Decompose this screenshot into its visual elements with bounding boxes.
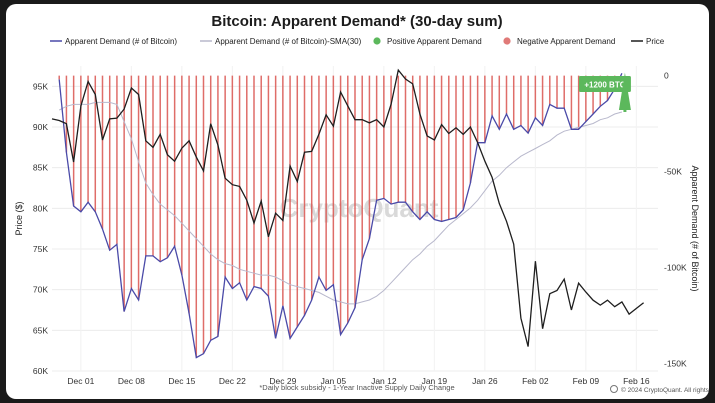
legend-item: Positive Apparent Demand [373, 37, 482, 46]
legend-item: Price [631, 37, 665, 46]
x-tick-label: Feb 16 [623, 376, 650, 386]
axes: 95K 90K 85K 80K 75K 70K 65K 60K 0 -50K -100K -150K D… [14, 71, 700, 386]
x-tick-label: Jan 12 [371, 376, 397, 386]
y-left-tick-label: 60K [33, 366, 48, 376]
y-left-tick-label: 65K [33, 325, 48, 335]
x-tick-label: Jan 19 [422, 376, 448, 386]
legend-label: Positive Apparent Demand [387, 37, 482, 46]
legend-label: Apparent Demand (# of Bitcoin)-SMA(30) [215, 37, 362, 46]
series-lines [51, 68, 645, 359]
y-left-tick-label: 95K [33, 81, 48, 91]
y-left-tick-label: 75K [33, 244, 48, 254]
y-right-tick-label: 0 [664, 71, 669, 81]
x-tick-label: Dec 22 [219, 376, 246, 386]
y-right-tick-label: -100K [664, 262, 687, 272]
chart-title: Bitcoin: Apparent Demand* (30-day sum) [211, 13, 502, 30]
y-left-tick-label: 85K [33, 163, 48, 173]
legend-item: Negative Apparent Demand [503, 37, 615, 46]
credit: © 2024 CryptoQuant. All rights reserved. [610, 385, 709, 394]
chart-svg: Bitcoin: Apparent Demand* (30-day sum) A… [14, 13, 709, 394]
footnote: *Daily block subsidy - 1-Year Inactive S… [259, 383, 454, 392]
y-right-axis-label: Apparent Demand (# of Bitcoin) [690, 165, 700, 291]
legend-label: Apparent Demand (# of Bitcoin) [65, 37, 177, 46]
x-tick-label: Feb 09 [573, 376, 600, 386]
legend-label: Negative Apparent Demand [517, 37, 615, 46]
annotation: +1200 BTC [578, 72, 631, 112]
negative-demand-bars [58, 75, 616, 358]
y-left-tick-label: 90K [33, 122, 48, 132]
y-right-tick-label: -150K [664, 358, 687, 368]
sma-line [58, 101, 623, 305]
legend-item: Apparent Demand (# of Bitcoin) [50, 37, 177, 46]
x-tick-label: Feb 02 [522, 376, 549, 386]
x-tick-label: Dec 29 [269, 376, 296, 386]
credit-logo-icon [610, 385, 618, 393]
legend-dot-swatch [373, 37, 381, 45]
legend-item: Apparent Demand (# of Bitcoin)-SMA(30) [200, 37, 362, 46]
x-tick-label: Dec 08 [118, 376, 145, 386]
legend-label: Price [646, 37, 665, 46]
x-tick-label: Dec 01 [67, 376, 94, 386]
y-left-tick-label: 70K [33, 285, 48, 295]
x-tick-label: Dec 15 [168, 376, 195, 386]
y-left-axis-label: Price ($) [14, 201, 24, 235]
chart-card: Bitcoin: Apparent Demand* (30-day sum) A… [6, 4, 709, 399]
x-tick-label: Jan 26 [472, 376, 498, 386]
legend: Apparent Demand (# of Bitcoin) Apparent D… [50, 37, 665, 46]
annotation-arrow-icon [618, 72, 631, 110]
watermark: CryptoQuant [280, 193, 439, 223]
legend-dot-swatch [503, 37, 511, 45]
y-left-tick-label: 80K [33, 203, 48, 213]
y-right-tick-label: -50K [664, 167, 682, 177]
annotation-tag [578, 76, 631, 92]
annotation-label: +1200 BTC [584, 81, 625, 90]
price-line [51, 68, 645, 347]
demand-line [58, 73, 623, 359]
x-tick-label: Jan 05 [321, 376, 347, 386]
credit-text: © 2024 CryptoQuant. All rights reserved. [621, 386, 709, 394]
